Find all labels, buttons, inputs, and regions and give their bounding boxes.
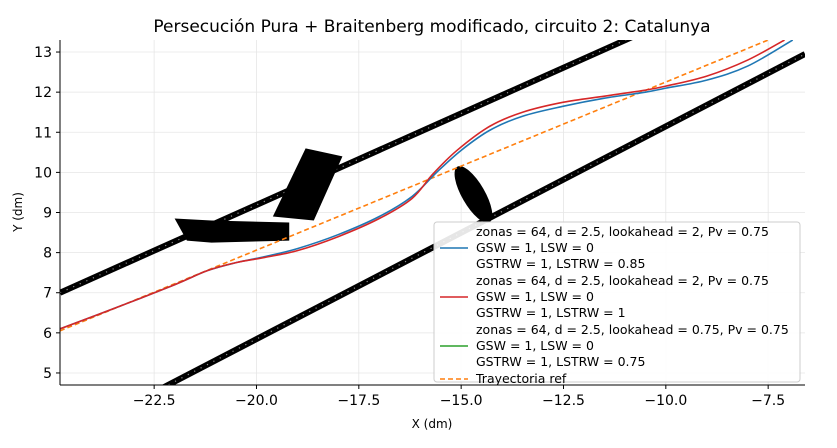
legend-label: GSTRW = 1, LSTRW = 0.85 [476, 256, 645, 271]
legend-label: zonas = 64, d = 2.5, lookahead = 2, Pv =… [476, 224, 769, 239]
x-tick-label: −17.5 [337, 393, 380, 409]
y-axis-label: Y (dm) [11, 192, 25, 233]
chart-title: Persecución Pura + Braitenberg modificad… [153, 17, 710, 37]
y-tick-label: 7 [43, 286, 52, 302]
obstacles [60, 40, 805, 385]
y-tick-label: 6 [43, 326, 52, 342]
x-tick-label: −15.0 [440, 393, 483, 409]
legend-label: GSTRW = 1, LSTRW = 1 [476, 305, 626, 320]
legend-label: zonas = 64, d = 2.5, lookahead = 2, Pv =… [476, 273, 769, 288]
obstacle-ellipse [454, 166, 493, 223]
x-tick-label: −10.0 [644, 393, 687, 409]
x-tick-label: −20.0 [235, 393, 278, 409]
legend-label: GSW = 1, LSW = 0 [476, 289, 594, 304]
x-tick-label: −7.5 [751, 393, 785, 409]
series-line [60, 40, 785, 330]
legend-label: GSW = 1, LSW = 0 [476, 240, 594, 255]
obstacle-bar [272, 148, 343, 221]
ticks: −22.5 −20.0 −17.5 −15.0 −12.5 −10.0 −7.5 5 6 7 8 9 1… [34, 45, 785, 409]
y-tick-label: 9 [43, 206, 52, 222]
legend-box [433, 221, 801, 383]
legend-label: GSW = 1, LSW = 0 [476, 338, 594, 353]
y-tick-label: 12 [34, 85, 52, 101]
legend: zonas = 64, d = 2.5, lookahead = 2, Pv =… [433, 221, 801, 386]
series-lines [60, 40, 794, 332]
x-axis-label: X (dm) [412, 417, 453, 431]
obstacle-wedge [174, 218, 290, 243]
y-tick-label: 11 [34, 125, 52, 141]
legend-label: zonas = 64, d = 2.5, lookahead = 0.75, P… [476, 322, 789, 337]
y-tick-label: 13 [34, 45, 52, 61]
x-tick-label: −12.5 [542, 393, 585, 409]
legend-label: GSTRW = 1, LSTRW = 0.75 [476, 354, 645, 369]
y-tick-label: 5 [43, 366, 52, 382]
x-tick-label: −22.5 [133, 393, 176, 409]
y-tick-label: 10 [34, 165, 52, 181]
wall-line [161, 51, 805, 385]
wall-line [60, 40, 633, 296]
legend-label: Trayectoria ref [475, 371, 567, 386]
y-tick-label: 8 [43, 246, 52, 262]
